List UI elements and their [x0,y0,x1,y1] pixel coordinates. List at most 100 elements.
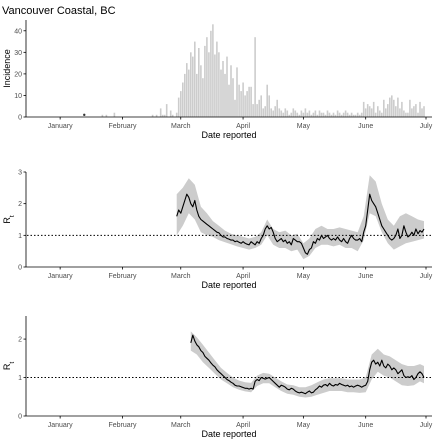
incidence-bar [336,110,339,117]
x-tick-label: February [108,123,137,130]
incidence-bar [368,106,371,117]
incidence-bar [316,114,319,117]
incidence-bar [391,95,393,117]
incidence-bar [372,101,375,117]
y-axis-title-subscript: t [9,215,16,217]
incidence-bar [196,73,198,117]
incidence-bar [288,114,291,117]
incidence-bar [421,108,423,117]
incidence-bar [101,114,104,117]
incidence-bar [395,106,397,117]
y-tick-label: 0 [18,115,22,122]
incidence-bar [224,73,226,117]
incidence-bar [212,24,214,117]
incidence-bar [387,104,389,117]
rt-panel-2: 0 1 2 January February March April May June July D… [2,316,433,439]
incidence-bar [318,110,321,117]
incidence-bar [366,104,369,117]
y-axis-title: Incidence [2,49,12,88]
incidence-bar [330,114,333,117]
incidence-bar [326,110,329,117]
y-tick-label: 0 [18,265,22,272]
rt-series-line [176,193,425,255]
incidence-bar [332,112,335,117]
incidence-bar [401,101,403,117]
chart-title: Vancouver Coastal, BC [2,5,116,17]
incidence-bar [310,114,313,117]
incidence-bar [230,65,232,117]
incidence-bar [192,56,194,117]
incidence-bar [342,112,345,117]
incidence-bar [360,112,363,117]
incidence-bar [403,110,405,117]
incidence-bar [294,110,297,117]
incidence-bar [324,114,327,117]
y-axis-title: Rt [2,362,16,371]
incidence-bar [290,112,293,117]
incidence-bar [184,73,186,117]
highlight-point [83,113,86,117]
incidence-bar [266,84,268,117]
incidence-bar [113,112,116,117]
incidence-bar [362,101,365,117]
incidence-bar [262,108,264,117]
incidence-bar [232,78,234,117]
x-tick-label: February [108,422,137,429]
incidence-bar [370,108,373,117]
x-tick-label: February [108,273,137,280]
incidence-bar [216,41,218,117]
incidence-bar [358,114,361,117]
incidence-bar [163,114,166,117]
y-tick-label: 1 [18,233,22,240]
incidence-bar [312,112,315,117]
x-tick-label: March [171,123,191,130]
incidence-bar [250,86,252,117]
x-axis-title: Date reported [201,280,256,290]
incidence-bar [280,110,283,117]
confidence-ribbon [176,175,424,260]
incidence-bar [405,112,407,117]
y-axis-title-subscript: t [9,362,16,364]
incidence-bar [377,106,379,117]
x-tick-label: May [297,123,311,130]
x-tick-label: July [420,273,433,280]
incidence-bar [348,114,351,117]
incidence-bar [226,56,228,117]
incidence-bar [423,106,425,117]
incidence-bar [308,110,311,117]
incidence-bar [389,97,391,117]
incidence-bar [278,108,281,117]
incidence-bar [194,41,196,117]
incidence-bar [222,61,224,117]
incidence-bar [282,112,285,117]
x-tick-label: January [48,273,73,280]
incidence-bar [165,104,168,117]
incidence-bar [244,95,246,117]
incidence-bar [381,112,383,117]
incidence-bar [240,91,242,117]
incidence-bar [344,110,347,117]
incidence-bar [364,108,367,117]
incidence-bar [252,104,254,117]
incidence-bar [198,48,200,117]
incidence-bar [169,110,172,117]
y-tick-label: 20 [14,71,22,78]
x-tick-label: April [236,422,250,429]
incidence-bar [155,114,158,117]
x-axis-title: Date reported [201,130,256,140]
x-tick-label: May [297,273,311,280]
y-tick-label: 10 [14,93,22,100]
incidence-bar [276,99,278,117]
incidence-bar [298,114,301,117]
incidence-bar [206,37,208,118]
incidence-bar [186,63,188,117]
incidence-bar [242,82,244,117]
x-tick-label: March [171,273,191,280]
y-tick-label: 2 [18,201,22,208]
x-tick-label: May [297,422,311,429]
y-axis-title: Rt [2,215,16,224]
incidence-bar [346,112,349,117]
incidence-bar [302,112,305,117]
incidence-bar [300,110,303,117]
